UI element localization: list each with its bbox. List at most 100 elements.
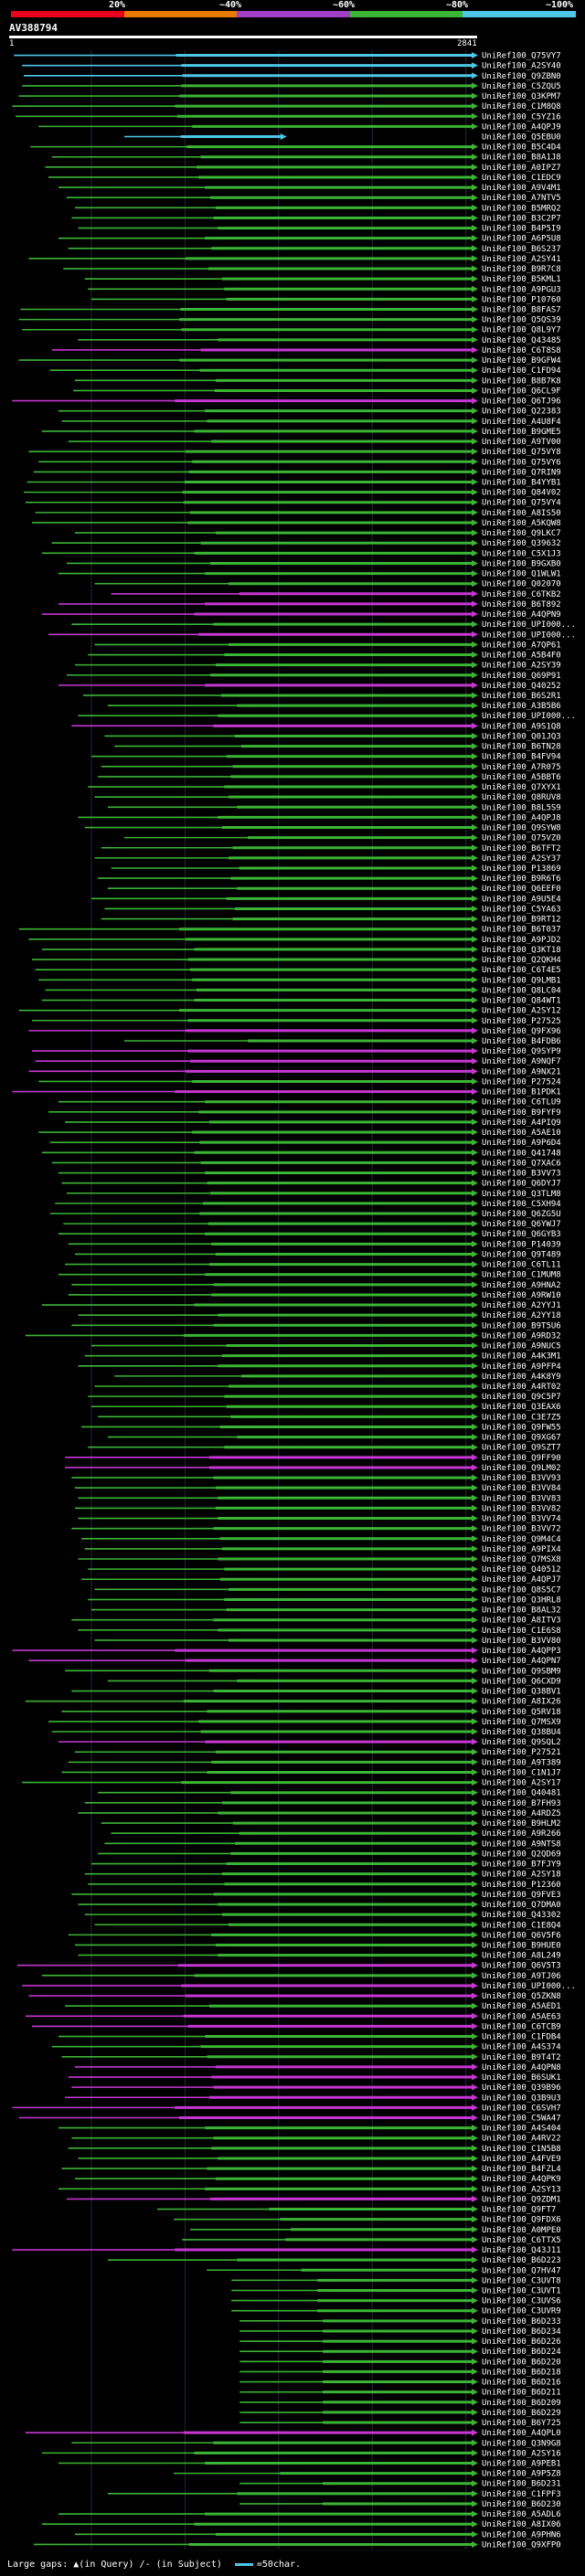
hit-label: UniRef100_A0IPZ7 xyxy=(482,164,561,173)
hit-label: UniRef100_Q84V02 xyxy=(482,489,561,498)
hit-row: UniRef100_B3VV72 xyxy=(71,1525,561,1534)
hit-arrow xyxy=(472,2399,478,2406)
hit-arrow xyxy=(472,1972,478,1979)
hit-arrow xyxy=(472,2246,478,2253)
hit-label: UniRef100_B6D211 xyxy=(482,2389,561,2398)
hit-row: UniRef100_C5YA63 xyxy=(104,905,561,914)
hit-arrow xyxy=(472,82,478,90)
hit-row: UniRef100_Q7RIN9 xyxy=(33,468,561,477)
hit-arrow xyxy=(472,356,478,364)
hit-label: UniRef100_Q7DMA0 xyxy=(482,1901,561,1910)
hit-row: UniRef100_A5AE63 xyxy=(25,2012,561,2021)
hit-row: UniRef100_B6D226 xyxy=(239,2337,561,2347)
hit-row: UniRef100_Q40252 xyxy=(58,682,561,691)
hit-row: UniRef100_Q6ZG5U xyxy=(49,1210,561,1219)
hit-label: UniRef100_Q75VY8 xyxy=(482,448,561,457)
hit-arrow xyxy=(472,2043,478,2051)
hit-arrow xyxy=(472,1108,478,1116)
hit-label: UniRef100_Q40481 xyxy=(482,1789,561,1798)
hit-arrow xyxy=(472,672,478,679)
hit-arrow xyxy=(472,72,478,80)
hit-row: UniRef100_A2YY18 xyxy=(78,1311,561,1320)
hit-label: UniRef100_Q9XG67 xyxy=(482,1434,561,1443)
hit-label: UniRef100_Q02070 xyxy=(482,580,561,589)
hit-arrow xyxy=(472,580,478,588)
hit-label: UniRef100_Q1WLW1 xyxy=(482,570,561,579)
hit-label: UniRef100_Q9ZBN0 xyxy=(482,72,561,81)
hit-arrow xyxy=(472,1606,478,1614)
hit-label: UniRef100_B4FZL4 xyxy=(482,2165,561,2174)
hit-arrow xyxy=(472,1901,478,1908)
hit-arrow xyxy=(472,1779,478,1786)
hit-arrow xyxy=(472,1190,478,1197)
hit-arrow xyxy=(472,600,478,608)
hit-label: UniRef100_A2SY40 xyxy=(482,62,561,71)
hit-row: UniRef100_A9NQF7 xyxy=(35,1057,561,1066)
hit-label: UniRef100_B8B7K8 xyxy=(482,376,561,386)
hit-arrow xyxy=(472,1210,478,1217)
hit-arrow xyxy=(472,112,478,120)
hit-row: UniRef100_B3VV73 xyxy=(58,1170,561,1179)
hit-label: UniRef100_A9HNA2 xyxy=(482,1281,561,1290)
hit-row: UniRef100_Q9SZT7 xyxy=(88,1444,561,1453)
hit-arrow xyxy=(472,174,478,181)
hit-row: UniRef100_B9R6T6 xyxy=(98,875,561,884)
hit-row: UniRef100_A4K8Y9 xyxy=(114,1373,561,1382)
hit-label: UniRef100_UPI000... xyxy=(482,620,576,630)
hit-row: UniRef100_UPI000... xyxy=(78,712,576,721)
hit-label: UniRef100_Q3KT18 xyxy=(482,946,561,955)
hit-arrow xyxy=(472,2226,478,2233)
hit-arrow xyxy=(472,1962,478,1969)
hit-label: UniRef100_Q9ZDM1 xyxy=(482,2195,561,2204)
hit-label: UniRef100_A9NUC5 xyxy=(482,1342,561,1352)
hit-arrow xyxy=(280,133,287,141)
hit-label: UniRef100_A7QP61 xyxy=(482,641,561,650)
hit-label: UniRef100_A2SY13 xyxy=(482,2185,561,2194)
hit-row: UniRef100_Q43302 xyxy=(84,1911,561,1920)
hit-label: UniRef100_Q5RV18 xyxy=(482,1708,561,1717)
hit-arrow xyxy=(472,1657,478,1664)
hit-label: UniRef100_A8L249 xyxy=(482,1952,561,1961)
hit-row: UniRef100_C3E7Z5 xyxy=(98,1413,561,1422)
hit-label: UniRef100_Q7MSX8 xyxy=(482,1555,561,1564)
hit-label: UniRef100_C6TCB9 xyxy=(482,2022,561,2031)
hit-label: UniRef100_A2YYJ1 xyxy=(482,1301,561,1310)
hit-label: UniRef100_B8A1J8 xyxy=(482,154,561,163)
hit-label: UniRef100_Q01JQ3 xyxy=(482,732,561,741)
hit-arrow xyxy=(472,143,478,151)
hit-row: UniRef100_Q9XFP0 xyxy=(33,2540,561,2549)
hit-label: UniRef100_Q3TLM8 xyxy=(482,1190,561,1199)
hit-label: UniRef100_Q9LMB1 xyxy=(482,976,561,985)
hit-row: UniRef100_Q9M4C4 xyxy=(81,1535,561,1544)
hit-row: UniRef100_UPI000... xyxy=(71,620,576,630)
hit-label: UniRef100_A9P5Z8 xyxy=(482,2470,561,2479)
hit-arrow xyxy=(472,194,478,201)
hit-label: UniRef100_A2SY18 xyxy=(482,1871,561,1880)
hit-row: UniRef100_A9RD32 xyxy=(25,1331,561,1341)
hit-label: UniRef100_A9T389 xyxy=(482,1758,561,1767)
hit-label: UniRef100_B9GME5 xyxy=(482,428,561,437)
hit-arrow xyxy=(472,408,478,415)
hit-arrow xyxy=(472,976,478,983)
hit-label: UniRef100_Q9SQL2 xyxy=(482,1738,561,1747)
hit-row: UniRef100_B3C2P7 xyxy=(71,214,561,223)
hit-arrow xyxy=(472,2439,478,2446)
hit-row: UniRef100_Q6EEF0 xyxy=(107,885,561,894)
hit-arrow xyxy=(472,2530,478,2538)
hit-label: UniRef100_A4U8F4 xyxy=(482,418,561,427)
hit-row: UniRef100_Q8LC04 xyxy=(45,986,561,995)
hit-row: UniRef100_B4FV94 xyxy=(90,753,561,762)
hit-label: UniRef100_B4P5I9 xyxy=(482,225,561,234)
hit-arrow xyxy=(472,966,478,973)
hit-row: UniRef100_C6TCB9 xyxy=(32,2022,561,2031)
query-title: AV388794 xyxy=(9,22,58,34)
hit-row: UniRef100_Q7MSX9 xyxy=(48,1718,561,1727)
hit-arrow xyxy=(472,2033,478,2041)
hit-arrow xyxy=(472,1819,478,1827)
hit-row: UniRef100_B3VV93 xyxy=(71,1474,561,1483)
hit-label: UniRef100_B6D218 xyxy=(482,2368,561,2377)
hit-arrow xyxy=(472,753,478,760)
hit-arrow xyxy=(472,1321,478,1329)
hit-row: UniRef100_A2SY17 xyxy=(22,1779,561,1788)
hit-arrow xyxy=(472,1768,478,1776)
